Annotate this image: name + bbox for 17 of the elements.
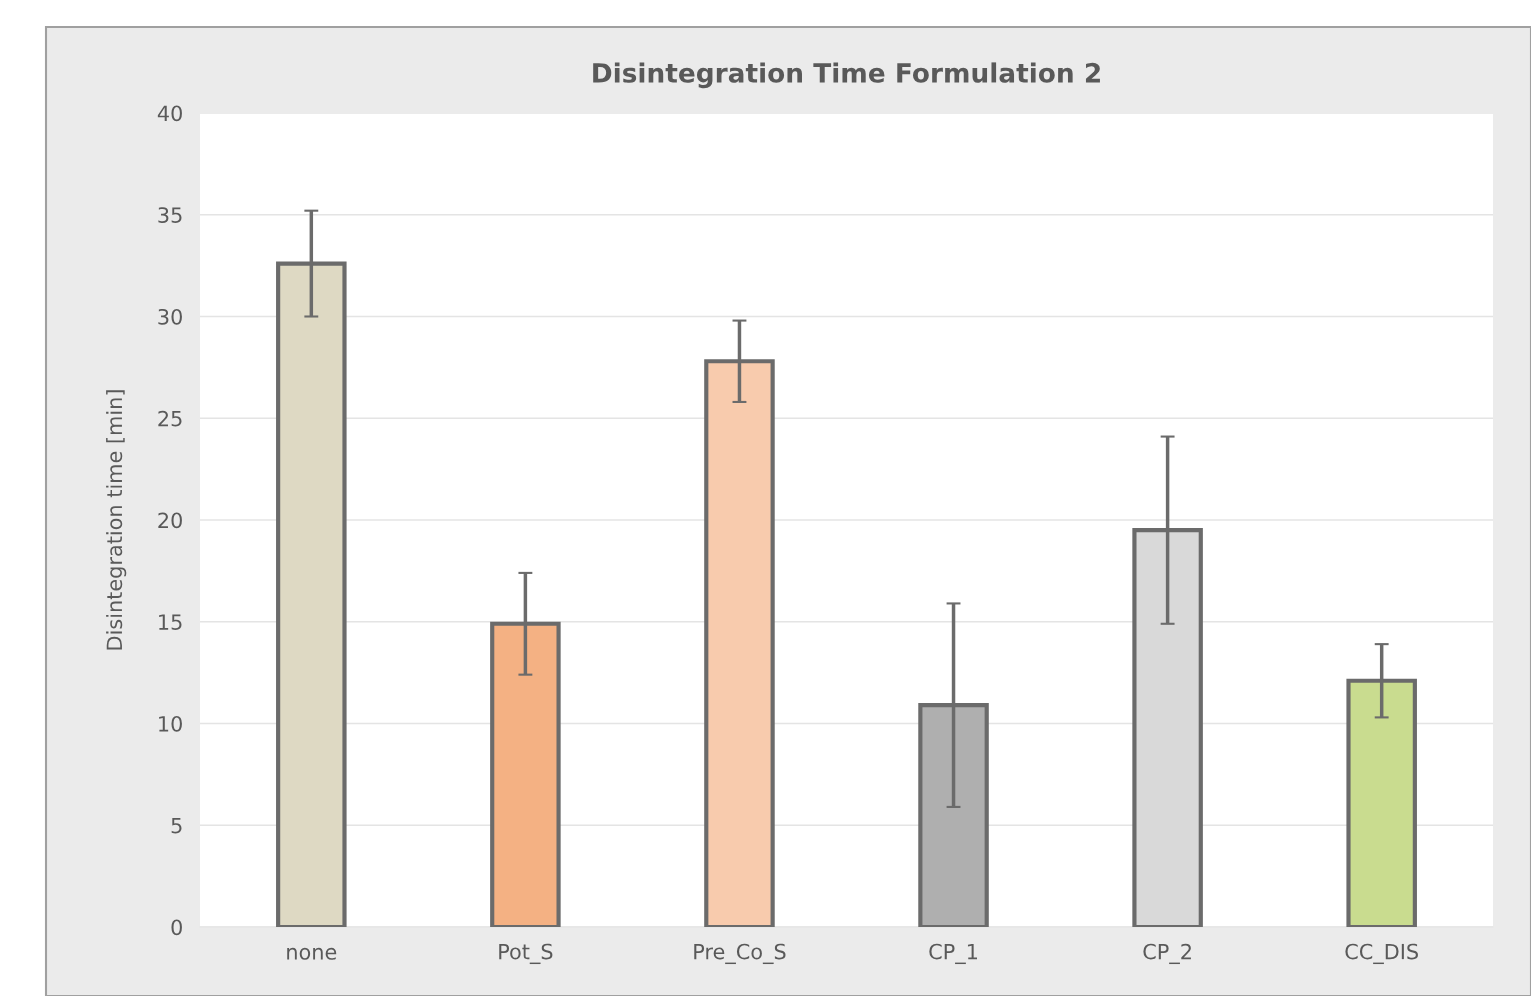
y-tick-label: 30	[158, 308, 182, 325]
chart-title: Disintegration Time Formulation 2	[593, 62, 1100, 89]
y-tick-label: 35	[158, 207, 182, 223]
y-axis-title: Disintegration time [min]	[106, 390, 127, 650]
x-tick-label: Pot_S	[499, 943, 553, 965]
x-tick-label: Pre_Co_S	[694, 943, 786, 965]
y-tick-label: 40	[157, 105, 182, 122]
x-tick-label: CP_2	[1143, 943, 1191, 965]
y-tick-label: 20	[158, 512, 182, 529]
y-tick-label: 0	[171, 919, 182, 936]
y-tick-label: 5	[171, 817, 182, 834]
x-tick-label: CC_DIS	[1345, 943, 1418, 965]
x-tick-label: CP_1	[929, 943, 977, 965]
y-tick-label: 25	[158, 410, 182, 427]
x-tick-label: none	[287, 947, 337, 960]
y-tick-label: 10	[159, 715, 182, 732]
y-tick-label: 15	[159, 614, 182, 630]
